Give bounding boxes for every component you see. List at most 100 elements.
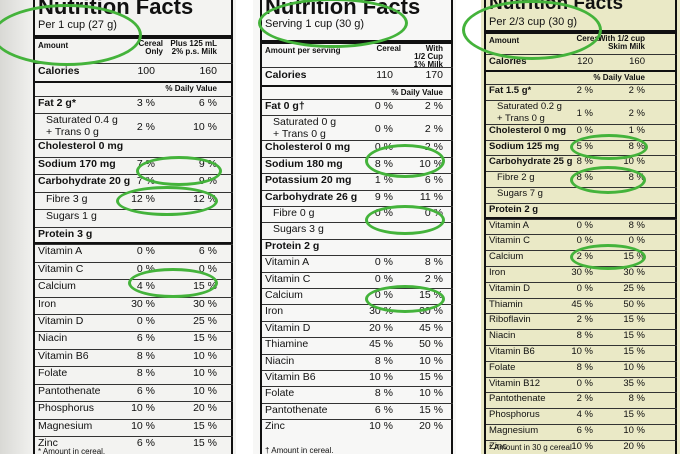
nutrient-name: Saturated 0.2 g (497, 100, 562, 112)
nutrient-name: Iron (38, 297, 57, 310)
nutrient-name: Vitamin A (265, 256, 310, 269)
value-cereal: 8 % (136, 349, 155, 362)
value-with-milk: 25 % (623, 282, 645, 294)
value-with-milk: 10 % (193, 349, 217, 362)
value-cereal: 8 % (374, 387, 393, 400)
nutrient-name: Carbohydrate 26 g (265, 190, 358, 203)
value-cereal: 30 % (369, 305, 393, 318)
calories-cereal: 120 (577, 56, 593, 67)
calories-milk: 160 (199, 65, 217, 77)
nutrient-name: Fat 0 g† (265, 100, 305, 112)
nutrient-name: Folate (38, 367, 68, 380)
value-cereal: 30 % (571, 267, 593, 278)
value-cereal: 10 % (369, 420, 393, 433)
nutrient-name: Calcium (38, 280, 76, 293)
value-with-milk: 50 % (623, 298, 645, 310)
row-rule (486, 234, 677, 236)
value-with-milk: 20 % (193, 402, 217, 415)
row-rule (486, 281, 677, 283)
nutrient-name-2: + Trans 0 g (273, 128, 326, 141)
value-cereal: 0 % (136, 262, 155, 275)
header-col2: 2% p.s. Milk (171, 47, 217, 56)
value-cereal: 1 % (374, 174, 393, 187)
value-with-milk: 15 % (419, 403, 443, 416)
header-col1: Only (145, 47, 163, 56)
value-cereal: 7 % (136, 175, 155, 188)
value-with-milk: 2 % (424, 123, 443, 136)
nutrient-name: Protein 3 g (38, 227, 93, 240)
row-rule (486, 376, 677, 378)
value-cereal: 2 % (576, 314, 593, 326)
highlight-ellipse (462, 0, 602, 60)
nutrient-name: Phosphorus (38, 402, 95, 415)
calories-label: Calories (38, 65, 80, 77)
value-cereal: 2 % (136, 121, 155, 134)
calories-label: Calories (489, 56, 527, 67)
row-rule (35, 296, 233, 298)
value-cereal: 0 % (374, 256, 393, 269)
nutrition-label-3: Nutrition Facts Per 2/3 cup (30 g) Amount C… (481, 0, 680, 454)
value-cereal: 45 % (369, 338, 393, 351)
row-rule (262, 337, 453, 339)
nutrient-name: Potassium 20 mg (265, 174, 352, 187)
row-rule (486, 202, 677, 204)
row-rule (35, 244, 233, 246)
nutrient-name: Folate (489, 361, 516, 373)
row-rule (35, 156, 233, 158)
daily-value-label: % Daily Value (391, 88, 443, 97)
rule-thick (35, 81, 233, 83)
value-cereal: 0 % (576, 282, 593, 294)
value-cereal: 0 % (374, 123, 393, 136)
value-with-milk: 2 % (424, 100, 443, 112)
value-with-milk: 30 % (193, 297, 217, 310)
value-with-milk: 50 % (419, 338, 443, 351)
header-col2: Plus 125 mL (170, 39, 217, 48)
value-with-milk: 8 % (628, 393, 645, 405)
nutrient-name: Phosphorus (489, 409, 540, 421)
value-with-milk: 0 % (628, 235, 645, 247)
header-col2: 1/2 Cup (414, 52, 443, 61)
row-rule (486, 345, 677, 346)
nutrient-name: Fibre 3 g (46, 192, 88, 205)
row-rule (486, 123, 677, 125)
highlight-ellipse (128, 268, 218, 298)
row-rule (262, 304, 453, 306)
row-rule (35, 331, 233, 333)
nutrient-name: Zinc (489, 440, 507, 452)
row-rule (262, 189, 453, 191)
highlight-ellipse (116, 186, 218, 216)
row-rule (35, 401, 233, 403)
highlight-ellipse (570, 244, 646, 270)
rule (486, 54, 677, 55)
row-rule (262, 173, 453, 175)
value-with-milk: 10 % (623, 361, 645, 373)
value-cereal: 10 % (131, 402, 155, 415)
row-rule (486, 439, 677, 441)
value-with-milk: 10 % (623, 156, 645, 168)
row-rule (486, 329, 677, 331)
value-cereal: 8 % (576, 361, 593, 373)
row-rule (486, 408, 677, 410)
highlight-ellipse (136, 156, 222, 186)
nutrient-name-2: + Trans 0 g (497, 112, 545, 124)
nutrient-name: Vitamin C (489, 235, 531, 247)
value-cereal: 0 % (374, 100, 393, 112)
calories-label: Calories (265, 69, 307, 81)
nutrient-name: Vitamin A (489, 219, 529, 231)
nutrient-name: Cholesterol 0 mg (265, 141, 351, 154)
nutrient-name: Iron (265, 305, 284, 318)
nutrient-name: Fat 1.5 g* (489, 85, 532, 96)
header-col1: Cereal (138, 39, 163, 48)
value-with-milk: 20 % (419, 420, 443, 433)
value-cereal: 1 % (576, 107, 593, 119)
value-cereal: 10 % (571, 346, 593, 357)
nutrient-name: Vitamin D (489, 282, 531, 294)
highlight-ellipse (365, 144, 445, 178)
row-rule (262, 238, 453, 240)
value-with-milk: 10 % (623, 425, 645, 436)
nutrient-name: Thiamin (489, 298, 523, 310)
value-with-milk: 2 % (424, 272, 443, 285)
highlight-ellipse (570, 166, 646, 194)
value-with-milk: 30 % (419, 305, 443, 318)
nutrient-name: Calcium (265, 289, 303, 301)
